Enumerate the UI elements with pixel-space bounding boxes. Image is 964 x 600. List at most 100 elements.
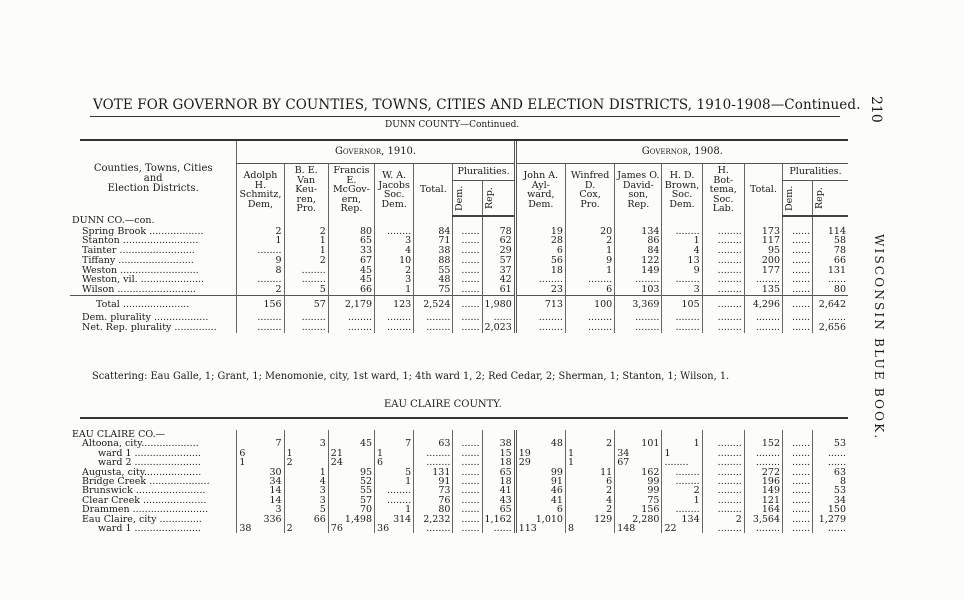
- vote-cell: 14: [236, 486, 285, 496]
- table-row: Tainter ................................…: [70, 246, 848, 256]
- vote-cell: [782, 216, 813, 227]
- table-row: Altoona, city................... 7 3 45 7 63.…: [70, 439, 848, 449]
- vote-cell: ......: [452, 505, 483, 515]
- vote-cell: ........: [701, 486, 745, 496]
- vote-cell: [481, 430, 516, 440]
- vote-cell: 24: [327, 458, 375, 468]
- vote-cell: 70: [327, 505, 375, 515]
- vote-cell: 4,296: [743, 294, 783, 310]
- vote-cell: 7: [374, 439, 414, 449]
- vote-cell: ........: [283, 323, 329, 333]
- district-name: Drammen .........................: [82, 505, 209, 515]
- vote-cell: 6: [564, 284, 615, 296]
- vote-cell: 91: [413, 477, 453, 487]
- vote-cell: [374, 430, 414, 440]
- vote-cell: ......: [452, 255, 483, 266]
- vote-cell: ........: [701, 246, 745, 256]
- vote-cell: 134: [661, 514, 703, 525]
- vote-cell: 43: [481, 495, 516, 506]
- vote-cell: 162: [614, 467, 662, 478]
- vote-cell: ........: [374, 323, 414, 333]
- vote-cell: 84: [413, 226, 453, 237]
- vote-cell: ......: [782, 524, 813, 534]
- vote-cell: 1: [661, 439, 703, 449]
- vote-cell: 156: [236, 294, 285, 310]
- vote-cell: 57: [481, 255, 516, 266]
- header-governor-1910: Governor, 1910.: [236, 141, 516, 164]
- vote-cell: [743, 430, 783, 440]
- district-name: Bridge Creek ....................: [82, 477, 210, 487]
- vote-cell: 4: [564, 495, 615, 506]
- vote-cell: 9: [661, 265, 703, 276]
- vote-cell: 156: [614, 505, 662, 515]
- vote-cell: ......: [782, 246, 813, 256]
- vote-cell: 38: [481, 439, 516, 449]
- vote-cell: [564, 216, 615, 227]
- vote-cell: 6: [236, 448, 285, 459]
- vote-cell: [236, 430, 285, 440]
- vote-cell: 76: [327, 524, 375, 534]
- vote-cell: 29: [513, 458, 566, 468]
- column-header-districts: Counties, Towns, Cities and Election Dis…: [93, 162, 213, 194]
- vote-cell: 21: [327, 448, 375, 459]
- vote-cell: 101: [614, 439, 662, 449]
- vote-cell: ......: [782, 265, 813, 276]
- table-row: Net. Rep. plurality ....................…: [70, 323, 848, 333]
- vote-cell: 3: [283, 495, 329, 506]
- vote-cell: 2,232: [413, 514, 453, 525]
- district-name: Clear Creek .....................: [82, 495, 207, 506]
- vote-cell: ......: [782, 236, 813, 247]
- district-name: Augusta, city...................: [82, 467, 202, 478]
- vote-cell: ......: [782, 275, 813, 285]
- vote-cell: [374, 216, 414, 227]
- vote-cell: 11: [564, 467, 615, 478]
- vote-cell: 80: [812, 284, 848, 296]
- vote-cell: 2: [661, 486, 703, 496]
- vote-cell: 3,564: [743, 514, 783, 525]
- column-header-candidate: James O. David- son, Rep.: [614, 163, 662, 216]
- vote-cell: 38: [236, 524, 285, 534]
- vote-cell: 65: [481, 467, 516, 478]
- vote-cell: 1: [374, 284, 414, 296]
- vote-cell: ........: [661, 467, 703, 478]
- vote-cell: [283, 216, 329, 227]
- vote-cell: ........: [701, 265, 745, 276]
- vote-cell: 62: [481, 236, 516, 247]
- page-number: 210: [868, 96, 884, 123]
- vote-cell: 41: [513, 495, 566, 506]
- vote-cell: ......: [782, 505, 813, 515]
- vote-cell: 80: [413, 505, 453, 515]
- vote-cell: 45: [327, 265, 375, 276]
- vote-cell: 713: [513, 294, 566, 310]
- vote-cell: 2,023: [481, 323, 516, 333]
- vote-cell: 65: [327, 236, 375, 247]
- vote-cell: ......: [452, 246, 483, 256]
- vote-cell: ........: [374, 309, 414, 324]
- vote-cell: ......: [782, 486, 813, 496]
- district-name: DUNN CO.—con.: [72, 216, 155, 227]
- vote-cell: ........: [236, 246, 285, 256]
- vote-cell: [564, 430, 615, 440]
- vote-cell: 152: [743, 439, 783, 449]
- vote-cell: 99: [614, 486, 662, 496]
- vote-cell: 1,010: [513, 514, 566, 525]
- table-row: Brunswick ....................... 14 3 55..…: [70, 486, 848, 496]
- vote-cell: 80: [327, 226, 375, 237]
- vote-cell: 67: [327, 255, 375, 266]
- vote-cell: 48: [413, 275, 453, 285]
- vote-cell: 99: [513, 467, 566, 478]
- table-top-rule: [80, 139, 848, 141]
- vote-cell: ........: [661, 226, 703, 237]
- vote-cell: 2: [283, 524, 329, 534]
- vote-cell: 1: [283, 236, 329, 247]
- vote-cell: 196: [743, 477, 783, 487]
- vote-cell: 46: [513, 486, 566, 496]
- vote-cell: ........: [701, 294, 745, 310]
- vote-cell: ......: [452, 486, 483, 496]
- vote-cell: ........: [661, 458, 703, 468]
- vote-cell: 3: [374, 275, 414, 285]
- vote-cell: 148: [614, 524, 662, 534]
- vote-cell: 1: [661, 236, 703, 247]
- vote-cell: [701, 216, 745, 227]
- vote-cell: ........: [701, 467, 745, 478]
